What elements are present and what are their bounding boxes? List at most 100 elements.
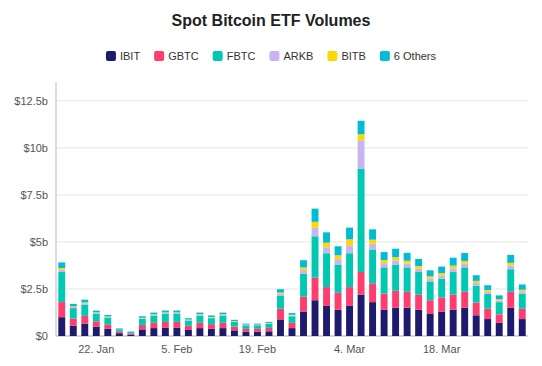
y-tick-label: $2.5b (20, 283, 48, 295)
bar-segment (507, 255, 514, 263)
series (58, 121, 525, 332)
bar-segment (323, 287, 330, 306)
bar-segment (219, 328, 226, 336)
bar-segment (289, 316, 296, 323)
bar-segment (461, 292, 468, 308)
y-axis: $0$2.5b$5b$7.5b$10b$12.5b (14, 82, 528, 342)
bar-segment (484, 285, 491, 290)
bar-segment (496, 300, 503, 302)
bar-segment (415, 310, 422, 336)
bar-segment (312, 300, 319, 336)
bar-segment (208, 318, 215, 324)
bar-segment (300, 260, 307, 267)
bar-segment (369, 240, 376, 244)
bar-segment (335, 310, 342, 336)
bar-segment (231, 327, 238, 331)
bar-segment (381, 252, 388, 260)
legend-item: 6 Others (380, 50, 437, 62)
x-tick-label: 4. Mar (334, 343, 366, 355)
series (58, 140, 525, 332)
bar-segment (507, 292, 514, 308)
bar-segment (392, 265, 399, 291)
bar-segment (404, 267, 411, 291)
bar-segment (369, 229, 376, 239)
bar-segment (219, 316, 226, 323)
bar-segment (162, 311, 169, 313)
bar-segment (242, 324, 249, 325)
bar-segment (346, 228, 353, 240)
bar-segment (231, 320, 238, 321)
legend-item: BITB (327, 50, 365, 62)
bar-segment (289, 328, 296, 336)
bar-segment (300, 270, 307, 274)
bar-segment (150, 314, 157, 316)
bar-segment (104, 315, 111, 317)
bar-segment (335, 293, 342, 310)
bar-segment (335, 255, 342, 259)
bar-segment (300, 296, 307, 311)
bar-segment (473, 281, 480, 283)
bar-segment (369, 302, 376, 336)
legend-label: ARKB (283, 50, 313, 62)
bar-segment (150, 328, 157, 336)
bar-segment (116, 333, 123, 336)
bar-segment (507, 308, 514, 336)
bar-segment (277, 289, 284, 292)
chart: Spot Bitcoin ETF VolumesIBITGBTCFBTCARKB… (0, 0, 542, 366)
bar-segment (127, 333, 134, 334)
bar-segment (323, 306, 330, 336)
bar-segment (438, 297, 445, 311)
bar-segment (127, 331, 134, 332)
bar-segment (392, 249, 399, 257)
bar-segment (427, 279, 434, 282)
bar-segment (185, 321, 192, 326)
bar-segment (104, 318, 111, 325)
bar-segment (519, 291, 526, 293)
bar-segment (150, 323, 157, 328)
bar-segment (185, 318, 192, 319)
bar-segment (289, 315, 296, 317)
bar-segment (427, 281, 434, 300)
bar-segment (139, 318, 146, 320)
bar-segment (70, 304, 77, 306)
bar-segment (231, 321, 238, 323)
bar-segment (369, 249, 376, 283)
bar-segment (254, 324, 261, 325)
bar-segment (266, 328, 273, 331)
bar-segment (461, 267, 468, 291)
bar-segment (519, 290, 526, 292)
bar-segment (242, 332, 249, 336)
bar-segment (323, 232, 330, 242)
bar-segment (208, 329, 215, 336)
bar-segment (312, 228, 319, 236)
bar-segment (381, 267, 388, 293)
bar-segment (358, 121, 365, 135)
bar-segment (81, 303, 88, 304)
legend-label: IBIT (120, 50, 140, 62)
bar-segment (277, 320, 284, 336)
bar-segment (266, 331, 273, 336)
bar-segment (196, 314, 203, 316)
bar-segment (173, 328, 180, 336)
bar-segment (127, 334, 134, 336)
bar-segment (392, 291, 399, 308)
bar-segment (127, 331, 134, 332)
bar-segment (323, 243, 330, 248)
bar-segment (254, 332, 261, 336)
bar-segment (346, 287, 353, 306)
bar-segment (254, 324, 261, 325)
y-tick-label: $0 (36, 330, 48, 342)
y-tick-label: $5b (30, 236, 48, 248)
bar-segment (335, 265, 342, 293)
bar-segment (208, 315, 215, 317)
bar-segment (312, 278, 319, 301)
legend-label: FBTC (227, 50, 256, 62)
bar-segment (358, 140, 365, 168)
bar-segment (438, 267, 445, 274)
bar-segment (289, 313, 296, 315)
bar-segment (58, 268, 65, 270)
bar-segment (438, 276, 445, 279)
bar-segment (127, 332, 134, 333)
bar-segment (289, 323, 296, 328)
bar-segment (346, 239, 353, 245)
